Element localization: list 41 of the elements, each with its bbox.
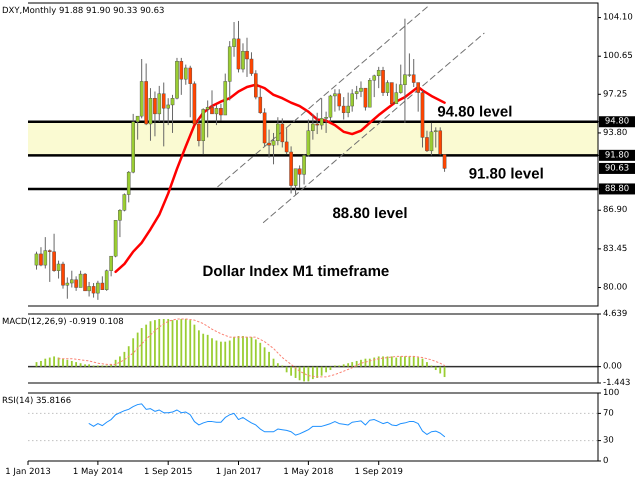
y-tick-label: 0.00 xyxy=(603,362,622,372)
y-tick-label: 93.80 xyxy=(603,128,628,138)
y-tick-label: 0 xyxy=(603,456,608,466)
candlestick xyxy=(162,82,166,147)
ref-line-label: 88.80 level xyxy=(332,204,408,222)
x-tick-label: 1 May 2018 xyxy=(283,467,334,477)
candlestick xyxy=(337,88,342,112)
candlestick xyxy=(43,236,48,269)
annotation: 90.63 xyxy=(604,163,630,174)
y-tick-label: -1.443 xyxy=(603,378,630,388)
candlestick xyxy=(394,83,398,104)
y-tick-label: 100 xyxy=(603,388,620,398)
chart-title: MACD(12,26,9) -0.919 0.108 xyxy=(2,317,124,327)
chart-title: DXY,Monthly 91.88 91.90 90.33 90.63 xyxy=(2,6,164,16)
y-tick-label: 104.10 xyxy=(603,12,633,23)
y-tick-label: 91.80 xyxy=(604,150,630,160)
x-tick-label: 1 Jan 2013 xyxy=(5,467,51,477)
y-tick-label: 83.45 xyxy=(603,244,628,254)
x-tick-label: 1 Jan 2017 xyxy=(216,467,262,477)
line-series xyxy=(88,403,446,438)
candlestick xyxy=(184,64,188,86)
y-tick-label: 100.65 xyxy=(603,51,633,62)
chart-title: RSI(14) 35.8166 xyxy=(2,396,72,406)
y-tick-label: 88.80 xyxy=(604,184,630,194)
y-tick-label: 30 xyxy=(603,436,614,446)
candlestick xyxy=(48,248,52,282)
ref-line-label: 94.80 level xyxy=(437,103,512,120)
candlestick xyxy=(376,66,381,89)
y-tick-label: 94.80 xyxy=(604,116,630,127)
ref-line-label: 91.80 level xyxy=(468,164,544,182)
candlestick xyxy=(157,85,162,122)
candlestick xyxy=(346,92,350,118)
x-tick-label: 1 Sep 2019 xyxy=(354,467,403,477)
y-tick-label: 70 xyxy=(603,408,614,418)
y-tick-label: 4.639 xyxy=(603,309,628,319)
y-tick-label: 86.90 xyxy=(603,205,628,216)
y-tick-label: 97.25 xyxy=(603,89,628,100)
y-tick-label: 80.00 xyxy=(603,282,628,293)
x-tick-label: 1 May 2014 xyxy=(72,467,123,477)
x-tick-label: 1 Sep 2015 xyxy=(144,467,192,477)
annotation: Dollar Index M1 timeframe xyxy=(202,262,390,280)
